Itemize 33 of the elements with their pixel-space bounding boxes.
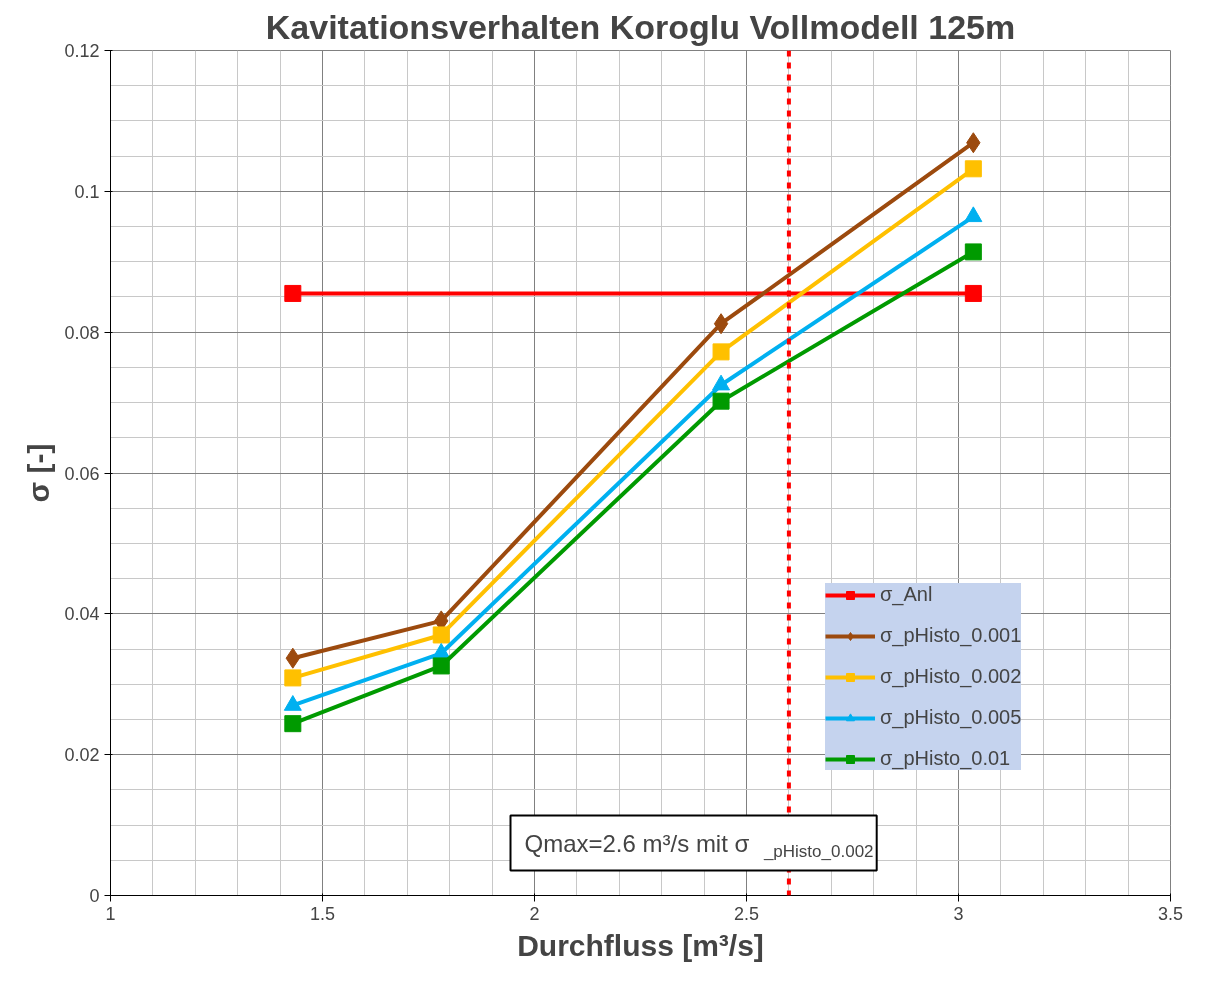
point (964, 284, 982, 302)
y-tick-label: 0.08 (64, 322, 100, 343)
y-axis-title: σ [-] (22, 443, 56, 503)
point (432, 626, 450, 644)
x-tick-label: 1.5 (309, 903, 336, 924)
point (712, 343, 730, 361)
y-tick-label: 0.04 (64, 604, 100, 625)
y-tick-label: 0.06 (64, 463, 100, 484)
legend-label: σ_pHisto_0.002 (880, 665, 1022, 688)
x-tick-label: 2.5 (733, 903, 760, 924)
x-tick-label: 2 (529, 903, 540, 924)
point (284, 669, 302, 687)
point (712, 392, 730, 410)
y-tick-label: 0.1 (74, 181, 100, 202)
y-tick-label: 0 (89, 886, 100, 906)
x-axis-title: Durchfluss [m³/s] (517, 928, 764, 962)
legend-label: σ_Anl (880, 583, 933, 606)
y-tick-label: 0.02 (64, 745, 100, 766)
point (713, 313, 729, 335)
annotation: Qmax=2.6 m³/s mit σ_pHisto_0.002 (524, 829, 874, 861)
point (432, 657, 450, 675)
point (964, 243, 982, 261)
point (284, 715, 302, 733)
point (964, 160, 982, 178)
x-tick-label: 1 (105, 903, 116, 924)
y-tick-label: 0.12 (64, 41, 100, 61)
legend-label: σ_pHisto_0.001 (880, 624, 1022, 647)
legend-label: σ_pHisto_0.005 (880, 706, 1022, 729)
x-tick-label: 3 (953, 903, 964, 924)
chart-title: Kavitationsverhalten Koroglu Vollmodell 125m (265, 7, 1016, 46)
legend-label: σ_pHisto_0.01 (880, 747, 1011, 770)
point (284, 284, 302, 302)
x-tick-label: 3.5 (1157, 903, 1184, 924)
